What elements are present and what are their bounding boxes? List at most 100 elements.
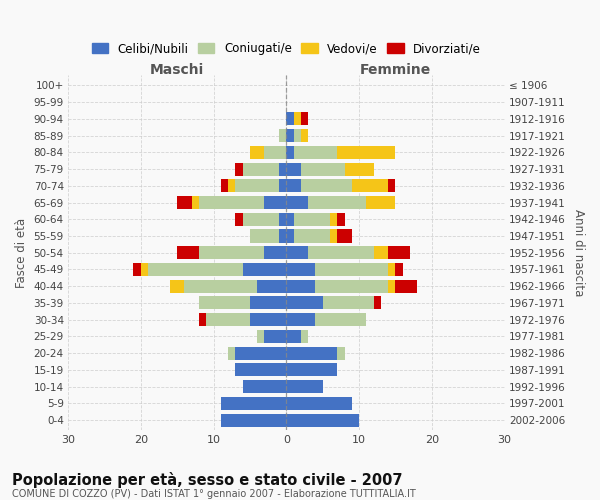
Bar: [388, 280, 395, 292]
Bar: [265, 196, 286, 209]
Bar: [177, 196, 191, 209]
Bar: [242, 212, 279, 226]
Bar: [374, 246, 388, 259]
Bar: [286, 313, 316, 326]
Bar: [337, 146, 395, 159]
Bar: [388, 263, 395, 276]
Bar: [228, 346, 235, 360]
Bar: [293, 112, 301, 126]
Bar: [293, 146, 337, 159]
Y-axis label: Anni di nascita: Anni di nascita: [572, 209, 585, 296]
Bar: [133, 263, 141, 276]
Bar: [293, 129, 301, 142]
Bar: [257, 330, 265, 343]
Bar: [250, 146, 265, 159]
Bar: [374, 296, 381, 310]
Bar: [337, 230, 352, 242]
Bar: [265, 330, 286, 343]
Bar: [286, 129, 293, 142]
Bar: [250, 230, 279, 242]
Legend: Celibi/Nubili, Coniugati/e, Vedovi/e, Divorziati/e: Celibi/Nubili, Coniugati/e, Vedovi/e, Di…: [88, 38, 485, 58]
Bar: [286, 179, 301, 192]
Y-axis label: Fasce di età: Fasce di età: [15, 218, 28, 288]
Bar: [293, 230, 330, 242]
Text: Maschi: Maschi: [150, 63, 204, 77]
Bar: [206, 313, 250, 326]
Bar: [265, 246, 286, 259]
Bar: [286, 397, 352, 410]
Bar: [323, 296, 374, 310]
Bar: [352, 179, 388, 192]
Bar: [235, 212, 242, 226]
Bar: [250, 313, 286, 326]
Bar: [250, 296, 286, 310]
Bar: [228, 179, 235, 192]
Bar: [286, 162, 301, 175]
Bar: [257, 280, 286, 292]
Bar: [286, 280, 316, 292]
Bar: [286, 296, 323, 310]
Bar: [286, 146, 293, 159]
Bar: [388, 246, 410, 259]
Bar: [235, 346, 286, 360]
Bar: [199, 296, 250, 310]
Bar: [395, 280, 418, 292]
Bar: [221, 414, 286, 426]
Bar: [308, 246, 374, 259]
Text: Popolazione per età, sesso e stato civile - 2007: Popolazione per età, sesso e stato civil…: [12, 472, 403, 488]
Bar: [199, 196, 265, 209]
Bar: [265, 146, 286, 159]
Bar: [286, 112, 293, 126]
Bar: [286, 230, 293, 242]
Bar: [279, 162, 286, 175]
Bar: [286, 330, 301, 343]
Bar: [170, 280, 184, 292]
Bar: [330, 212, 337, 226]
Bar: [301, 129, 308, 142]
Bar: [242, 380, 286, 393]
Bar: [235, 364, 286, 376]
Bar: [308, 196, 367, 209]
Bar: [279, 129, 286, 142]
Bar: [293, 212, 330, 226]
Bar: [286, 380, 323, 393]
Bar: [235, 162, 242, 175]
Bar: [286, 346, 337, 360]
Bar: [286, 414, 359, 426]
Bar: [316, 280, 388, 292]
Bar: [316, 263, 388, 276]
Bar: [141, 263, 148, 276]
Bar: [344, 162, 374, 175]
Bar: [148, 263, 242, 276]
Text: Femmine: Femmine: [360, 63, 431, 77]
Bar: [301, 162, 344, 175]
Text: COMUNE DI COZZO (PV) - Dati ISTAT 1° gennaio 2007 - Elaborazione TUTTITALIA.IT: COMUNE DI COZZO (PV) - Dati ISTAT 1° gen…: [12, 489, 416, 499]
Bar: [279, 230, 286, 242]
Bar: [337, 212, 344, 226]
Bar: [388, 179, 395, 192]
Bar: [301, 330, 308, 343]
Bar: [279, 179, 286, 192]
Bar: [330, 230, 337, 242]
Bar: [286, 212, 293, 226]
Bar: [177, 246, 199, 259]
Bar: [242, 263, 286, 276]
Bar: [191, 196, 199, 209]
Bar: [301, 179, 352, 192]
Bar: [221, 179, 228, 192]
Bar: [395, 263, 403, 276]
Bar: [286, 246, 308, 259]
Bar: [184, 280, 257, 292]
Bar: [301, 112, 308, 126]
Bar: [242, 162, 279, 175]
Bar: [235, 179, 279, 192]
Bar: [337, 346, 344, 360]
Bar: [316, 313, 367, 326]
Bar: [286, 364, 337, 376]
Bar: [199, 246, 265, 259]
Bar: [286, 196, 308, 209]
Bar: [286, 263, 316, 276]
Bar: [199, 313, 206, 326]
Bar: [279, 212, 286, 226]
Bar: [221, 397, 286, 410]
